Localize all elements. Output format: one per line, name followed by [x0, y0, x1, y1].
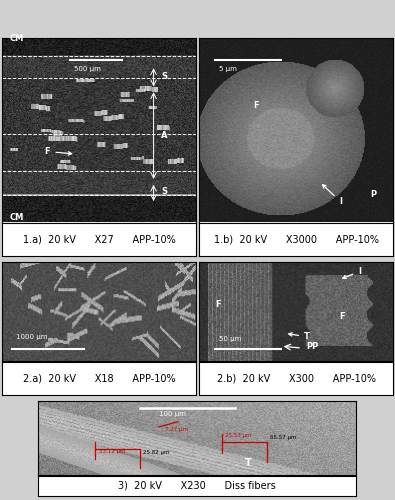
Text: F: F	[215, 300, 220, 308]
Text: F: F	[339, 312, 344, 322]
Text: I: I	[322, 184, 342, 206]
Text: S: S	[161, 72, 167, 81]
Text: 7.27 μm: 7.27 μm	[165, 426, 188, 432]
Text: T: T	[289, 332, 310, 341]
Text: S: S	[161, 188, 167, 196]
Text: F: F	[45, 147, 71, 156]
Text: 25.82 μm: 25.82 μm	[143, 450, 169, 456]
Text: 1000 μm: 1000 μm	[15, 334, 47, 340]
Text: P: P	[370, 190, 376, 198]
Text: CM: CM	[10, 213, 24, 222]
Text: 65.57 μm: 65.57 μm	[270, 436, 296, 440]
Text: 100 μm: 100 μm	[159, 411, 186, 417]
Text: CM: CM	[10, 34, 24, 43]
Text: 500 μm: 500 μm	[74, 66, 101, 72]
Text: I: I	[343, 267, 361, 278]
Text: 2.a)  20 kV      X18      APP-10%: 2.a) 20 kV X18 APP-10%	[23, 374, 175, 384]
Text: F: F	[254, 101, 259, 110]
Text: 1.a)  20 kV      X27      APP-10%: 1.a) 20 kV X27 APP-10%	[23, 234, 175, 244]
Text: 25.53 μm: 25.53 μm	[226, 432, 252, 438]
Text: 5 μm: 5 μm	[219, 66, 237, 72]
Text: 1.b)  20 kV      X3000      APP-10%: 1.b) 20 kV X3000 APP-10%	[214, 234, 379, 244]
Text: 2.b)  20 kV      X300      APP-10%: 2.b) 20 kV X300 APP-10%	[217, 374, 376, 384]
Text: T: T	[245, 458, 251, 468]
Text: A: A	[161, 131, 168, 140]
Text: 50 μm: 50 μm	[219, 336, 241, 342]
Text: 33.12 μm: 33.12 μm	[99, 449, 125, 454]
Text: 3)  20 kV      X230      Diss fibers: 3) 20 kV X230 Diss fibers	[118, 481, 276, 491]
Text: PP: PP	[306, 342, 318, 351]
